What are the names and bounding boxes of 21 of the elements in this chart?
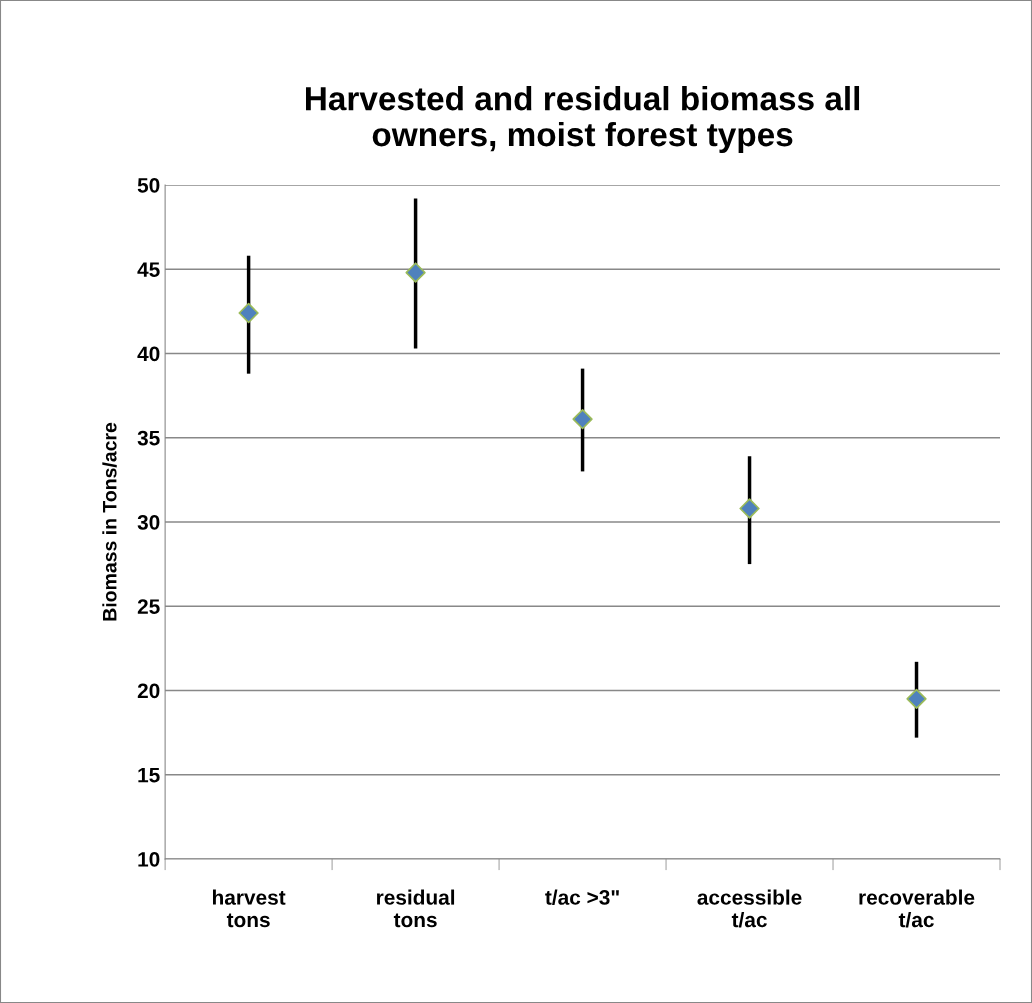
y-tick-label: 20 bbox=[137, 683, 160, 699]
x-tick-label: accessible t/ac bbox=[697, 889, 802, 928]
x-tick-label: recoverable t/ac bbox=[859, 889, 975, 928]
y-axis-title: Biomass in Tons/acre bbox=[102, 422, 117, 621]
y-tick-label: 35 bbox=[137, 430, 160, 446]
chart-title: Harvested and residual biomass all owners, moist forest types bbox=[306, 86, 860, 153]
y-tick-label: 45 bbox=[137, 262, 160, 277]
x-tick-label: t/ac >3" bbox=[545, 889, 619, 906]
y-tick-label: 30 bbox=[137, 514, 160, 530]
point bbox=[739, 498, 760, 519]
point bbox=[572, 409, 593, 430]
point bbox=[405, 262, 426, 283]
x-tick-label: residual tons bbox=[377, 889, 455, 928]
x-tick-label: harvest tons bbox=[213, 889, 286, 928]
y-tick-label: 25 bbox=[137, 599, 160, 614]
y-tick-label: 50 bbox=[137, 177, 160, 193]
y-tick-label: 40 bbox=[137, 346, 160, 362]
point bbox=[906, 688, 927, 710]
y-tick-label: 10 bbox=[138, 851, 160, 867]
point bbox=[238, 302, 259, 324]
y-tick-label: 15 bbox=[138, 767, 160, 783]
